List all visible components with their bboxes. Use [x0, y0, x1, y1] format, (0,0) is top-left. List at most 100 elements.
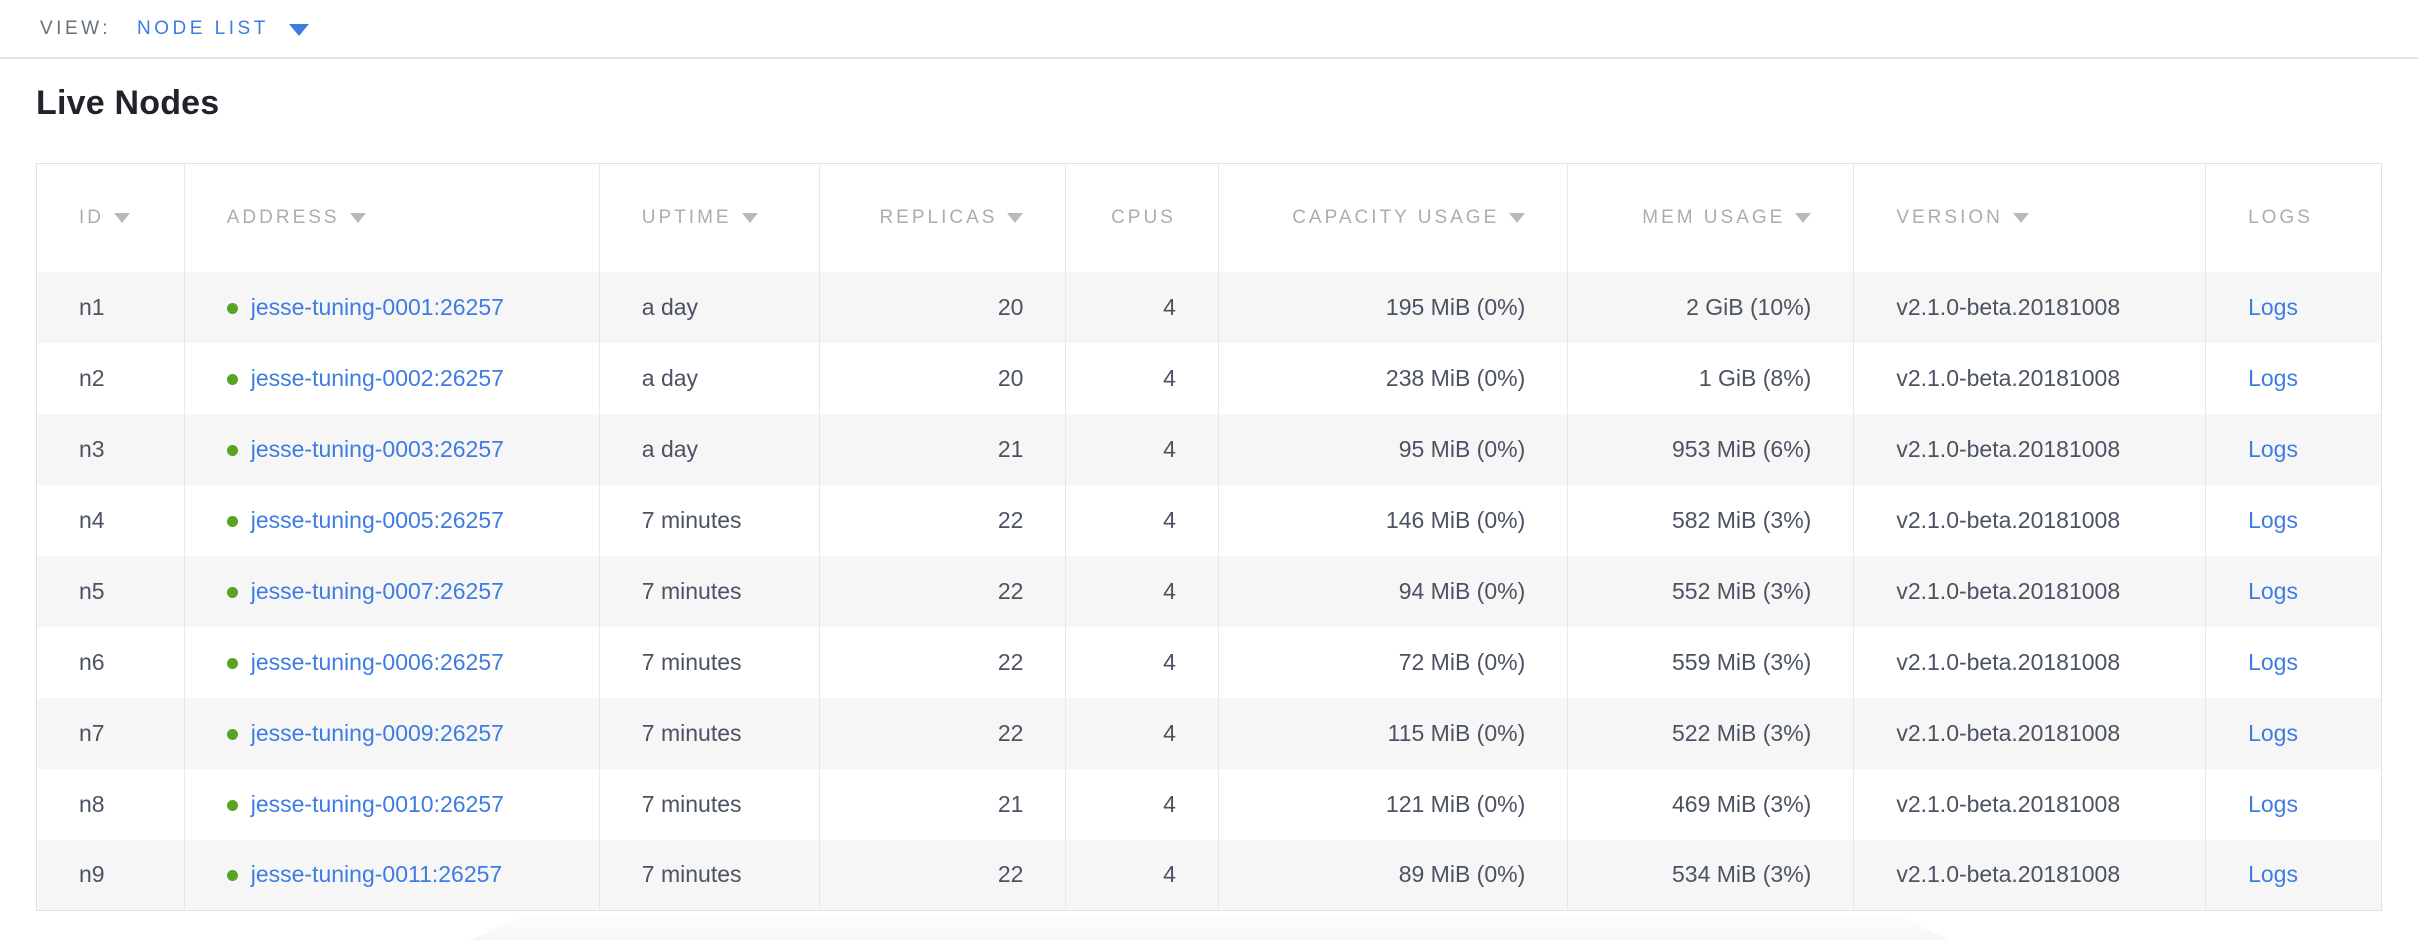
cell-address: jesse-tuning-0001:26257	[183, 271, 600, 343]
sort-desc-icon	[741, 212, 758, 223]
cell-uptime: 7 minutes	[598, 555, 820, 627]
logs-link[interactable]: Logs	[2248, 861, 2298, 888]
column-header-label: VERSION	[1896, 206, 2003, 228]
cell-id: n7	[79, 719, 105, 746]
cell-replicas: 22	[819, 839, 1066, 911]
page-title: Live Nodes	[36, 84, 220, 122]
cell-version: v2.1.0-beta.20181008	[1853, 342, 2206, 414]
sort-desc-icon	[349, 212, 366, 223]
cell-address: jesse-tuning-0003:26257	[183, 413, 600, 485]
table-header-row: ID ADDRESS UPTIME REPLICAS CPUS CAPACITY USAG…	[36, 163, 2382, 272]
cell-capacity: 115 MiB (0%)	[1217, 697, 1568, 769]
cell-version: v2.1.0-beta.20181008	[1853, 697, 2206, 769]
cell-capacity: 94 MiB (0%)	[1217, 555, 1568, 627]
column-header-capacity[interactable]: CAPACITY USAGE	[1217, 163, 1568, 272]
table-row: n8 jesse-tuning-0010:26257 7 minutes 21 4 121…	[36, 768, 2382, 840]
logs-link[interactable]: Logs	[2248, 506, 2298, 533]
cell-replicas: 21	[819, 768, 1066, 840]
cell-uptime: a day	[598, 342, 820, 414]
cell-capacity: 72 MiB (0%)	[1217, 626, 1568, 698]
cell-version: v2.1.0-beta.20181008	[1853, 484, 2206, 556]
cell-version: v2.1.0-beta.20181008	[1853, 839, 2206, 911]
logs-link[interactable]: Logs	[2248, 719, 2298, 746]
main-content: Live Nodes ID ADDRESS UPTIME REPLICAS CPUS CA…	[0, 83, 2418, 940]
node-status-icon	[226, 444, 238, 456]
cell-replicas: 22	[819, 555, 1066, 627]
cell-id: n5	[79, 577, 105, 604]
cell-cpus: 4	[1065, 342, 1219, 414]
column-header-id[interactable]: ID	[36, 163, 185, 272]
cell-capacity: 195 MiB (0%)	[1217, 271, 1568, 343]
cell-uptime: 7 minutes	[598, 484, 820, 556]
node-address-link[interactable]: jesse-tuning-0010:26257	[250, 790, 504, 817]
logs-link[interactable]: Logs	[2248, 364, 2298, 391]
node-address-link[interactable]: jesse-tuning-0005:26257	[250, 506, 504, 533]
cell-mem: 522 MiB (3%)	[1567, 697, 1854, 769]
column-header-cpus: CPUS	[1065, 163, 1219, 272]
cell-logs: Logs	[2205, 626, 2382, 698]
logs-link[interactable]: Logs	[2248, 790, 2298, 817]
node-address-link[interactable]: jesse-tuning-0001:26257	[250, 293, 504, 320]
cell-uptime: 7 minutes	[598, 839, 820, 911]
column-header-mem[interactable]: MEM USAGE	[1567, 163, 1854, 272]
column-header-address[interactable]: ADDRESS	[183, 163, 600, 272]
sort-desc-icon	[2012, 212, 2029, 223]
table-row: n4 jesse-tuning-0005:26257 7 minutes 22 4 146…	[36, 484, 2382, 556]
node-address-link[interactable]: jesse-tuning-0003:26257	[250, 435, 504, 462]
column-header-label: REPLICAS	[879, 206, 998, 228]
cell-version: v2.1.0-beta.20181008	[1853, 555, 2206, 627]
cell-uptime: 7 minutes	[598, 697, 820, 769]
column-header-label: LOGS	[2248, 206, 2313, 228]
cell-logs: Logs	[2205, 484, 2382, 556]
node-status-icon	[226, 586, 238, 598]
column-header-logs: LOGS	[2205, 163, 2382, 272]
table-row: n2 jesse-tuning-0002:26257 a day 20 4 238 MiB…	[36, 342, 2382, 414]
cell-replicas: 22	[819, 484, 1066, 556]
cell-logs: Logs	[2205, 555, 2382, 627]
cell-mem: 2 GiB (10%)	[1567, 271, 1854, 343]
cell-replicas: 20	[819, 271, 1066, 343]
cell-mem: 469 MiB (3%)	[1567, 768, 1854, 840]
column-header-version[interactable]: VERSION	[1853, 163, 2206, 272]
column-header-replicas[interactable]: REPLICAS	[819, 163, 1066, 272]
sort-desc-icon	[1509, 212, 1526, 223]
logs-link[interactable]: Logs	[2248, 648, 2298, 675]
cell-address: jesse-tuning-0007:26257	[183, 555, 600, 627]
node-status-icon	[226, 302, 238, 314]
cell-mem: 582 MiB (3%)	[1567, 484, 1854, 556]
column-header-label: UPTIME	[641, 206, 732, 228]
cell-id: n6	[79, 648, 105, 675]
cell-cpus: 4	[1065, 413, 1219, 485]
logs-link[interactable]: Logs	[2248, 577, 2298, 604]
table-row: n5 jesse-tuning-0007:26257 7 minutes 22 4 94 …	[36, 555, 2382, 627]
node-address-link[interactable]: jesse-tuning-0007:26257	[250, 577, 504, 604]
cell-version: v2.1.0-beta.20181008	[1853, 271, 2206, 343]
cell-cpus: 4	[1065, 839, 1219, 911]
cell-capacity: 238 MiB (0%)	[1217, 342, 1568, 414]
sort-desc-icon	[114, 212, 130, 223]
cell-id: n9	[79, 861, 105, 888]
cell-mem: 559 MiB (3%)	[1567, 626, 1854, 698]
cell-address: jesse-tuning-0002:26257	[183, 342, 600, 414]
logs-link[interactable]: Logs	[2248, 435, 2298, 462]
cell-cpus: 4	[1065, 697, 1219, 769]
column-header-uptime[interactable]: UPTIME	[598, 163, 820, 272]
logs-link[interactable]: Logs	[2248, 293, 2298, 320]
table-row: n1 jesse-tuning-0001:26257 a day 20 4 195 MiB…	[36, 271, 2382, 343]
cell-uptime: a day	[598, 271, 820, 343]
node-status-icon	[226, 373, 238, 385]
cell-address: jesse-tuning-0006:26257	[183, 626, 600, 698]
table-row: n9 jesse-tuning-0011:26257 7 minutes 22 4 89 …	[36, 839, 2382, 911]
view-dropdown-value: NODE LIST	[137, 17, 269, 39]
cell-cpus: 4	[1065, 626, 1219, 698]
view-dropdown[interactable]: NODE LIST	[137, 18, 309, 40]
node-address-link[interactable]: jesse-tuning-0006:26257	[250, 648, 504, 675]
node-status-icon	[226, 870, 238, 882]
node-address-link[interactable]: jesse-tuning-0002:26257	[250, 364, 504, 391]
cell-mem: 1 GiB (8%)	[1567, 342, 1854, 414]
node-address-link[interactable]: jesse-tuning-0011:26257	[250, 861, 503, 888]
node-address-link[interactable]: jesse-tuning-0009:26257	[250, 719, 504, 746]
cell-capacity: 89 MiB (0%)	[1217, 839, 1568, 911]
live-nodes-table: ID ADDRESS UPTIME REPLICAS CPUS CAPACITY USAG…	[36, 163, 2382, 911]
column-header-label: ID	[79, 206, 104, 228]
